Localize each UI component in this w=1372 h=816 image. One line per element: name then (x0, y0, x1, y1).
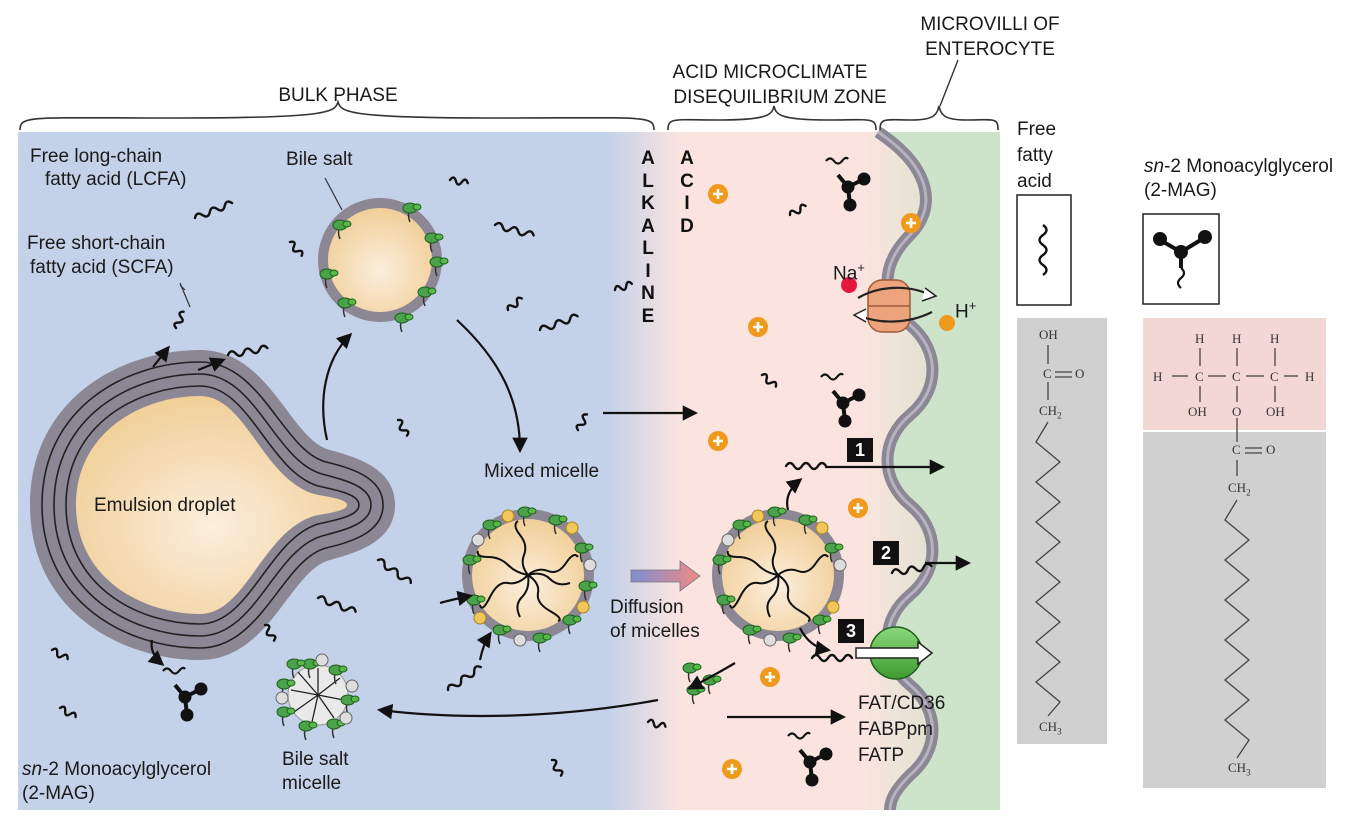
acid-zone-header-line1: ACID MICROCLIMATE (672, 62, 868, 83)
proton-marker (758, 665, 782, 689)
bulk-phase-header: BULK PHASE (278, 85, 398, 106)
proton-ion (939, 315, 955, 331)
transporter-label-fabppm: FABPpm (858, 719, 933, 740)
ffa-chain (1034, 345, 1072, 717)
mag-icon (1153, 230, 1212, 289)
proton-marker (706, 429, 730, 453)
ffa-icon-box (1016, 194, 1072, 306)
mag-h-top-2: H (1232, 331, 1242, 346)
mag-ch2: CH2 (1228, 480, 1251, 498)
diffusion-label-line1: Diffusion (610, 597, 684, 618)
bile-salt-micelle (275, 653, 360, 741)
mag-label-line2: (2-MAG) (22, 783, 95, 804)
emulsion-droplet-label: Emulsion droplet (94, 495, 236, 516)
mag-structure-bonds (1172, 348, 1298, 759)
lcfa-label-line1: Free long-chain (30, 146, 163, 167)
bile-salt-micelle-label-line1: Bile salt (282, 749, 349, 770)
ffa-title-line2: fatty (1017, 145, 1053, 166)
step-1-marker: 1 (847, 438, 873, 462)
microvillus-membrane-highlight (877, 130, 934, 811)
mag-label-line1: sn-2 Monoacylglycerol (22, 759, 212, 780)
bile-salt-label: Bile salt (286, 149, 353, 170)
proton-label: H+ (955, 298, 977, 323)
ffa-title-line3: acid (1017, 171, 1052, 192)
mag-icon-box (1142, 213, 1220, 305)
process-arrows (147, 319, 972, 725)
acid-zone-brace (667, 105, 877, 131)
mag-carbonyl-c: C (1232, 442, 1241, 457)
fatty-acid-transporter (855, 626, 934, 680)
scfa-label-line1: Free short-chain (27, 233, 166, 254)
mag-title-line1: sn-2 Monoacylglycerol (1144, 156, 1334, 177)
transporter-label-fat-cd36: FAT/CD36 (858, 693, 946, 714)
mag-h-left: H (1153, 369, 1163, 384)
microvilli-header-line2: ENTEROCYTE (925, 39, 1055, 60)
mixed-micelle-label: Mixed micelle (484, 461, 600, 482)
sodium-ion (841, 277, 857, 293)
mixed-micelle-near-membrane (712, 506, 847, 653)
mag-c-1: C (1195, 369, 1204, 384)
ffa-ch3: CH3 (1039, 719, 1062, 737)
na-h-exchanger (841, 277, 955, 333)
scfa-label-line2: fatty acid (SCFA) (30, 257, 174, 278)
bile-salt-leader (324, 177, 343, 211)
proton-marker (746, 315, 770, 339)
microvilli-leader (939, 59, 959, 107)
mag-h-top-3: H (1270, 331, 1280, 346)
mag-ester-o: O (1232, 404, 1242, 419)
transporter-label-fatp: FATP (858, 745, 905, 766)
step-2-marker: 2 (873, 541, 899, 565)
diffusion-arrow (630, 560, 701, 592)
proton-marker (899, 211, 923, 235)
proton-marker (720, 757, 744, 781)
emulsion-droplet (30, 350, 395, 660)
proton-marker (846, 496, 870, 520)
bile-salt-coated-droplet (318, 198, 449, 333)
bile-salt-micelle-label-line2: micelle (282, 773, 342, 794)
mag-c-3: C (1270, 369, 1279, 384)
mag-oh-1: OH (1188, 404, 1207, 419)
ffa-carbon: C (1043, 366, 1052, 381)
mag-c-2: C (1232, 369, 1241, 384)
ffa-icon (1038, 224, 1048, 276)
ffa-structure-panel (1017, 318, 1107, 744)
ffa-title-line1: Free (1017, 119, 1057, 140)
microvilli-brace (879, 105, 999, 131)
scfa-leader (179, 282, 191, 308)
mag-glycerol-panel (1143, 318, 1326, 430)
mag-h-right: H (1305, 369, 1315, 384)
bulk-phase-brace (19, 99, 655, 131)
lcfa-label-line2: fatty acid (LCFA) (45, 169, 187, 190)
proton-marker (706, 182, 730, 206)
step-3-marker: 3 (838, 619, 864, 643)
microvilli-header-line1: MICROVILLI OF (920, 14, 1060, 35)
mag-h-top-1: H (1195, 331, 1205, 346)
mag-ch3: CH3 (1228, 760, 1251, 778)
mag-oh-2: OH (1266, 404, 1285, 419)
diffusion-label-line2: of micelles (610, 621, 700, 642)
mixed-micelle (462, 506, 598, 653)
acid-zone-header-line2: DISEQUILIBRIUM ZONE (673, 87, 887, 108)
ffa-oh: OH (1039, 327, 1058, 342)
mag-title-line2: (2-MAG) (1144, 180, 1217, 201)
sodium-label: Na+ (833, 260, 865, 285)
ffa-ch2: CH2 (1039, 403, 1062, 421)
mag-carbonyl-o: O (1266, 442, 1276, 457)
ffa-oxygen: O (1075, 366, 1085, 381)
